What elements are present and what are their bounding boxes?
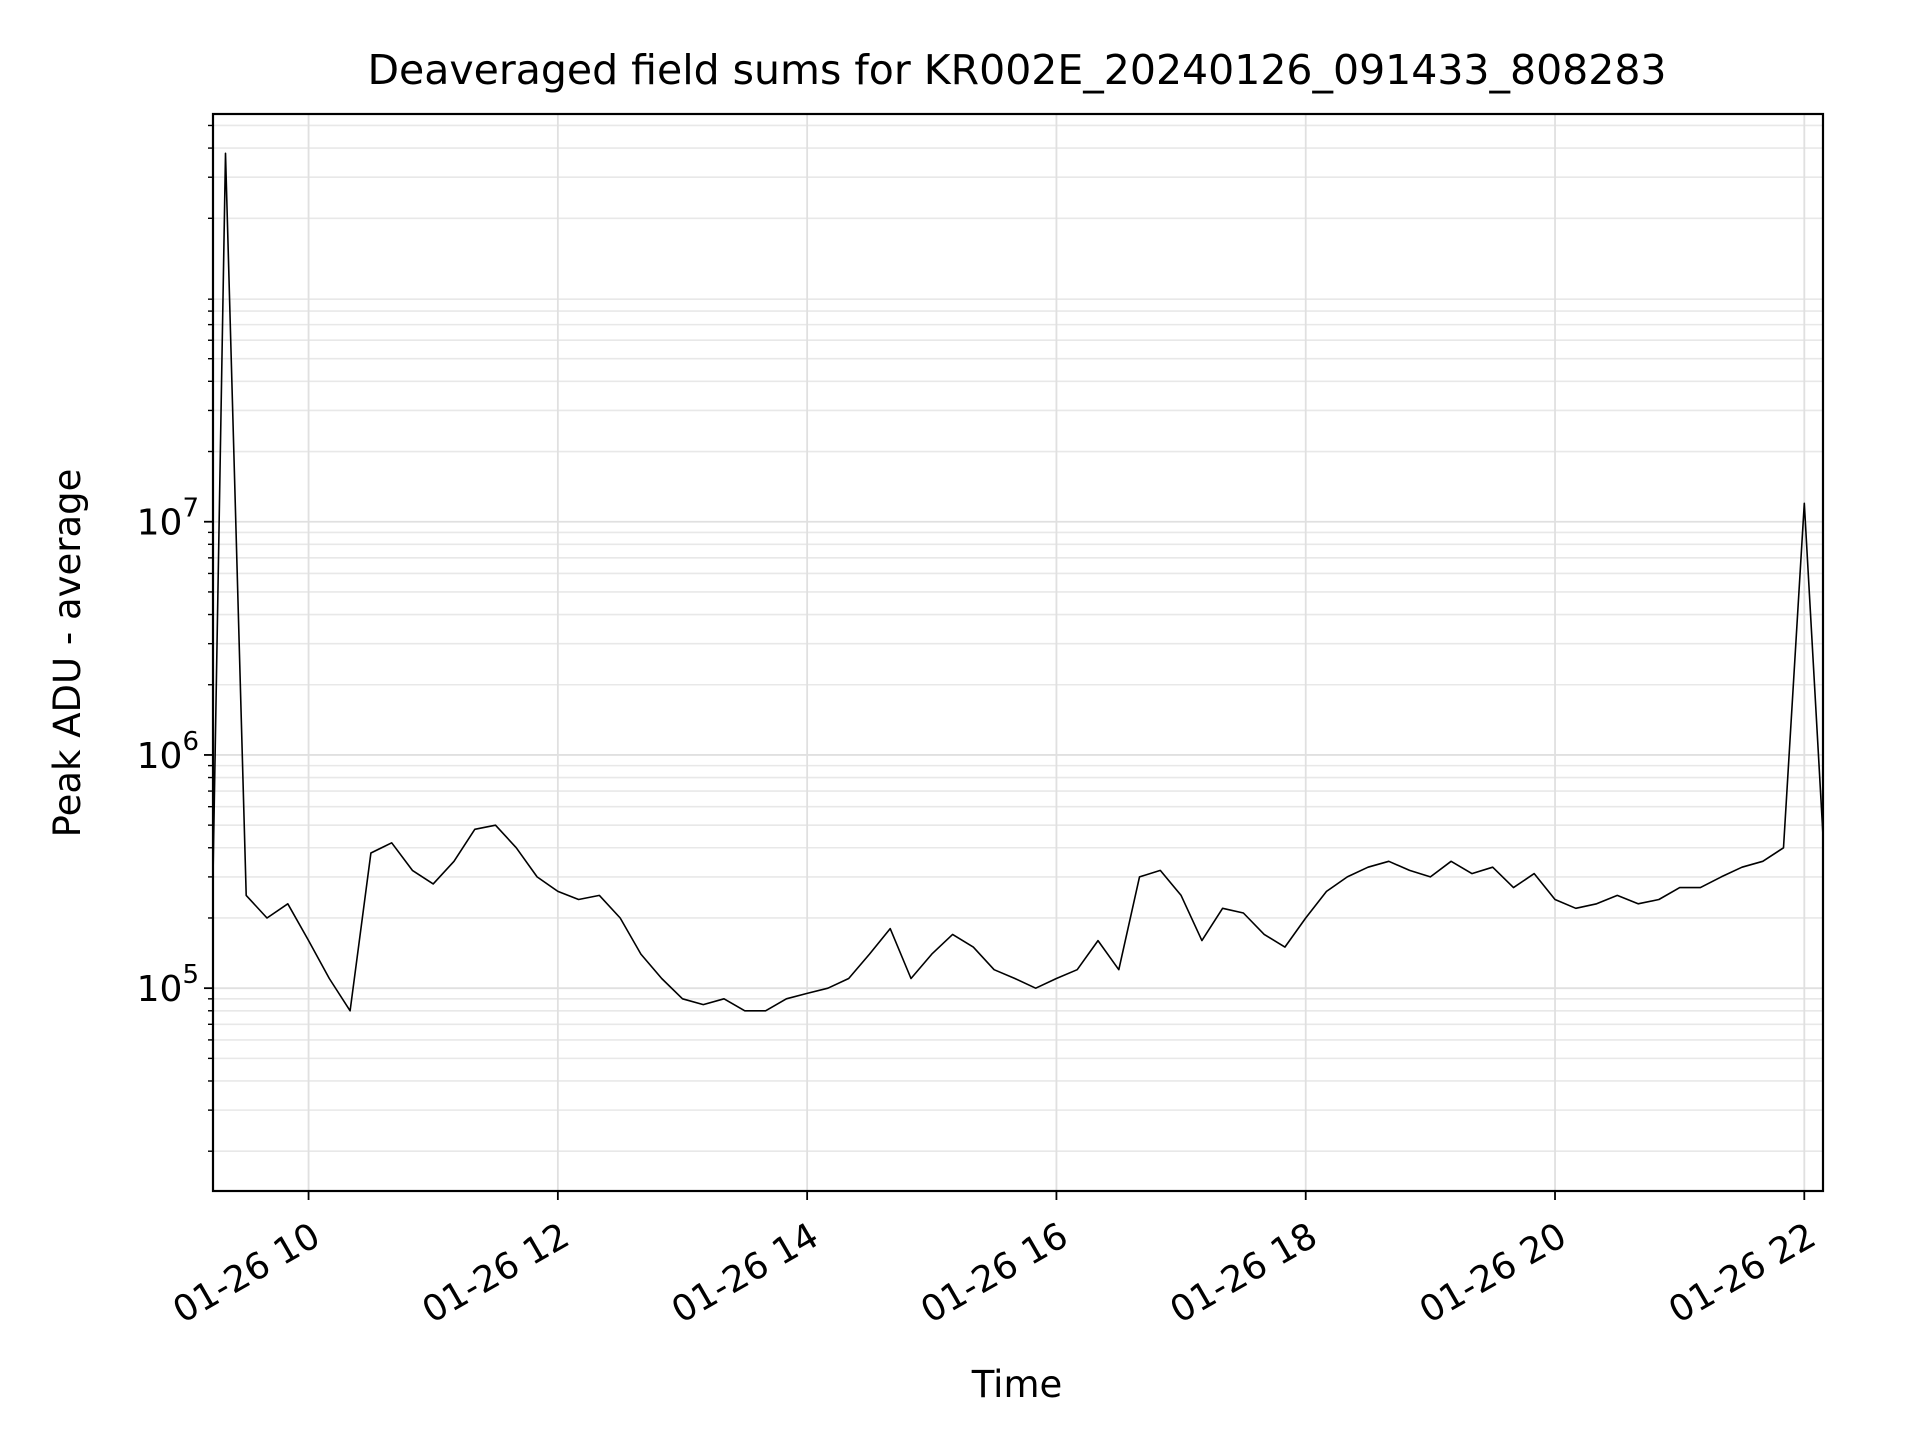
y-tick-label: 107 xyxy=(137,494,199,544)
y-tick-label: 105 xyxy=(137,960,199,1010)
series-line xyxy=(212,152,1824,1012)
y-axis-ticks: 105 106 107 xyxy=(137,124,213,1152)
chart-title: Deaveraged field sums for KR002E_2024012… xyxy=(367,46,1666,94)
plot-frame xyxy=(211,112,1825,1193)
grid xyxy=(213,114,1823,1191)
y-tick-label: 106 xyxy=(137,727,199,777)
x-axis-label: Time xyxy=(971,1363,1063,1406)
series-group xyxy=(212,152,1824,1012)
y-axis-label: Peak ADU - average xyxy=(46,469,89,838)
